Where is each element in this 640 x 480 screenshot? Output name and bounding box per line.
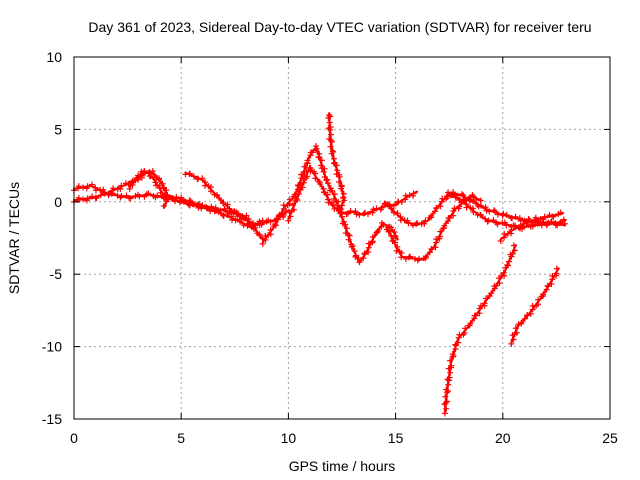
x-axis-label: GPS time / hours [289,458,396,474]
grid-lines [74,57,610,419]
x-tick-label: 0 [70,430,78,446]
y-axis-label: SDTVAR / TECUs [6,182,22,294]
data-series [71,112,568,417]
y-tick-label: 10 [46,49,62,65]
series-trace-l [441,242,518,417]
series-trace [72,170,264,241]
chart-title: Day 361 of 2023, Sidereal Day-to-day VTE… [88,19,591,35]
y-tick-label: -10 [42,339,62,355]
x-tick-label: 25 [602,430,618,446]
series-trace-g [325,112,348,213]
axis-ticks: 0 5 10 15 20 25 10 5 0 -5 -10 -15 [42,49,618,446]
x-tick-label: 5 [177,430,185,446]
series-trace-a [71,181,266,231]
y-tick-label: -15 [42,411,62,427]
series-trace-c [126,168,172,210]
plot-frame [73,56,611,420]
y-tick-label: 0 [54,194,62,210]
y-tick-label: 5 [54,121,62,137]
series-trace-j [444,191,568,232]
y-tick-label: -5 [50,266,63,282]
x-tick-label: 15 [388,430,404,446]
series-trace-k [497,209,564,244]
series-trace-b [71,168,266,242]
x-tick-label: 20 [495,430,511,446]
series-trace-m [508,265,560,347]
x-tick-label: 10 [281,430,297,446]
